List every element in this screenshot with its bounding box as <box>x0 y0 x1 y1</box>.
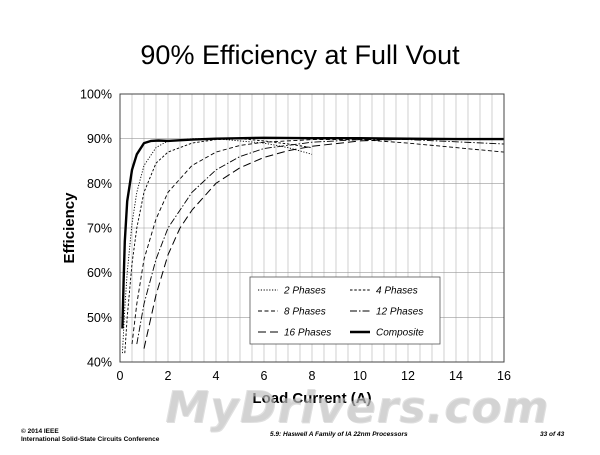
legend-label: 8 Phases <box>284 307 326 318</box>
slide-title: 90% Efficiency at Full Vout <box>140 40 460 70</box>
legend-label: 2 Phases <box>283 286 326 297</box>
copyright-text: © 2014 IEEE <box>21 428 59 435</box>
x-tick-label: 14 <box>449 369 463 383</box>
x-tick-label: 8 <box>309 369 316 383</box>
legend-label: 16 Phases <box>284 328 331 339</box>
footer-page-number: 33 of 43 <box>540 431 565 438</box>
x-tick-label: 6 <box>261 369 268 383</box>
y-axis-title: Efficiency <box>61 192 78 264</box>
chart-ticks: 0 2 4 6 8 10 12 14 16 40% 50% 60% 70% 80% 90% 100% <box>80 88 511 384</box>
footer-session: 5.9: Haswell A Family of IA 22nm Process… <box>270 431 408 438</box>
x-tick-label: 12 <box>401 369 415 383</box>
legend-label: 12 Phases <box>376 307 423 318</box>
plot-frame <box>119 93 505 363</box>
series-line-8-phases <box>131 139 505 345</box>
x-axis-title: Load Current (A) <box>252 390 371 407</box>
x-tick-label: 16 <box>497 369 511 383</box>
conference-text: International Solid-State Circuits Confe… <box>21 436 160 443</box>
y-tick-label: 70% <box>87 222 112 236</box>
x-tick-label: 0 <box>117 369 124 383</box>
x-tick-label: 4 <box>213 369 220 383</box>
legend-label: 4 Phases <box>376 286 418 297</box>
y-tick-label: 90% <box>87 132 112 146</box>
watermark: MyDrivers.com <box>165 382 550 433</box>
y-tick-label: 40% <box>87 356 112 370</box>
y-tick-label: 60% <box>87 266 112 280</box>
y-tick-label: 50% <box>87 311 112 325</box>
footer-copyright: © 2014 IEEE International Solid-State Ci… <box>21 428 159 444</box>
x-tick-label: 2 <box>165 369 172 383</box>
series-line-2-phases <box>121 138 313 354</box>
x-tick-label: 10 <box>353 369 367 383</box>
chart-legend: 2 Phases 4 Phases 8 Phases 12 Phases 16 Phas… <box>249 276 441 345</box>
legend-label: Composite <box>376 328 424 339</box>
y-tick-label: 80% <box>87 177 112 191</box>
legend-box <box>249 276 441 345</box>
series-line-composite <box>121 136 504 329</box>
y-tick-label: 100% <box>80 88 112 102</box>
chart-series <box>121 136 505 354</box>
